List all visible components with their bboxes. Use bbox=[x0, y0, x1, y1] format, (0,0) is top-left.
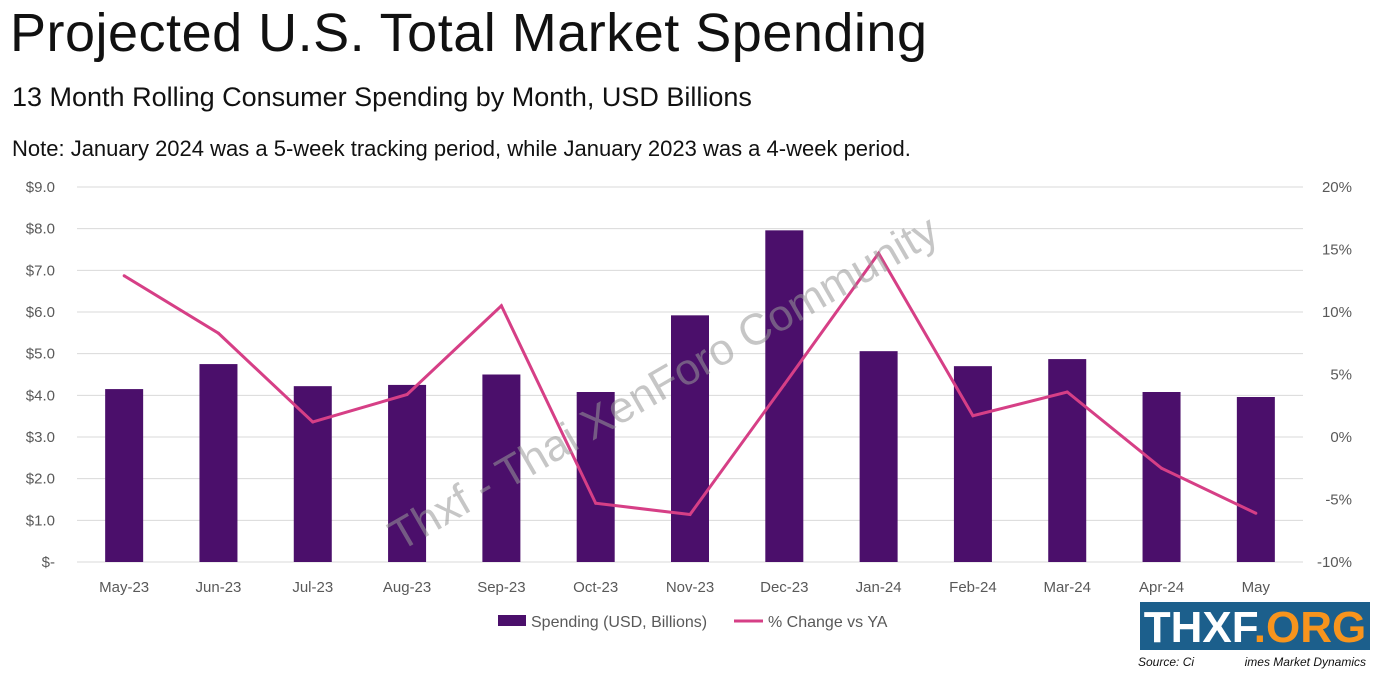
bar-Aug-23 bbox=[388, 384, 427, 562]
line-point-Mar-24 bbox=[1065, 390, 1069, 394]
chart-note: Note: January 2024 was a 5-week tracking… bbox=[12, 136, 911, 161]
x-axis-label: May-23 bbox=[99, 579, 149, 596]
line-point-Nov-23 bbox=[688, 513, 692, 516]
line-point-Apr-24 bbox=[1160, 466, 1164, 470]
x-axis-label: Jun-23 bbox=[196, 579, 242, 596]
legend-pct-change: % Change vs YA bbox=[768, 614, 888, 631]
source-text-right: imes Market Dynamics bbox=[1245, 655, 1366, 669]
x-axis-label: Mar-24 bbox=[1043, 579, 1091, 596]
left-axis-tick: $8.0 bbox=[26, 221, 55, 238]
bar-Sep-23 bbox=[482, 374, 521, 562]
x-axis-label: Apr-24 bbox=[1139, 579, 1184, 596]
chart-subtitle: 13 Month Rolling Consumer Spending by Mo… bbox=[12, 82, 752, 112]
x-axis-label: Oct-23 bbox=[573, 579, 618, 596]
left-axis-tick: $4.0 bbox=[26, 387, 55, 404]
legend-spending: Spending (USD, Billions) bbox=[531, 614, 707, 631]
line-point-Jun-23 bbox=[216, 331, 220, 335]
left-axis-tick: $6.0 bbox=[26, 304, 55, 321]
left-axis-tick: $1.0 bbox=[26, 512, 55, 529]
bar-Jul-23 bbox=[293, 386, 332, 562]
left-axis-tick: $2.0 bbox=[26, 471, 55, 488]
x-axis-label: Dec-23 bbox=[760, 579, 808, 596]
bar-Feb-24 bbox=[953, 366, 992, 562]
bar-Apr-24 bbox=[1142, 392, 1181, 562]
right-axis-tick: 5% bbox=[1330, 367, 1352, 384]
left-axis-tick: $9.0 bbox=[26, 179, 55, 196]
left-axis-tick: $5.0 bbox=[26, 346, 55, 363]
banner-left: THXF bbox=[1144, 603, 1258, 652]
right-axis-tick: 15% bbox=[1322, 242, 1352, 259]
line-point-Dec-23 bbox=[782, 383, 786, 386]
x-axis-label: Feb-24 bbox=[949, 579, 997, 596]
x-axis-label: Jan-24 bbox=[856, 579, 902, 596]
chart-title: Projected U.S. Total Market Spending bbox=[10, 3, 928, 63]
x-axis-label: May bbox=[1242, 579, 1271, 596]
x-axis-label: Nov-23 bbox=[666, 579, 714, 596]
bar-May-24 bbox=[1236, 397, 1275, 562]
thxf-banner: THXF.ORG bbox=[1140, 602, 1370, 652]
x-axis-label: Sep-23 bbox=[477, 579, 525, 596]
svg-text:THXF.ORG: THXF.ORG bbox=[1144, 603, 1366, 652]
legend-bar-swatch bbox=[498, 615, 526, 626]
bar-Nov-23 bbox=[671, 315, 709, 562]
right-axis-tick: 0% bbox=[1330, 429, 1352, 446]
line-point-Feb-24 bbox=[971, 414, 975, 418]
bar-May-23 bbox=[105, 389, 144, 562]
source-text-left: Source: Ci bbox=[1138, 655, 1194, 669]
right-axis-tick: 10% bbox=[1322, 304, 1352, 321]
bar-Jun-23 bbox=[199, 364, 238, 562]
right-axis-tick: 20% bbox=[1322, 179, 1352, 196]
line-point-May-23 bbox=[122, 274, 126, 278]
left-axis-tick: $- bbox=[42, 554, 55, 571]
bar-Jan-24 bbox=[859, 351, 898, 562]
bar-Dec-23 bbox=[765, 230, 804, 563]
right-axis-tick: -5% bbox=[1325, 492, 1352, 509]
banner-right: .ORG bbox=[1254, 603, 1366, 652]
x-axis-label: Jul-23 bbox=[292, 579, 333, 596]
left-axis-tick: $3.0 bbox=[26, 429, 55, 446]
legend: Spending (USD, Billions) % Change vs YA bbox=[498, 614, 888, 631]
line-point-Oct-23 bbox=[594, 501, 598, 505]
line-point-Jul-23 bbox=[311, 420, 315, 424]
line-point-Jan-24 bbox=[877, 251, 881, 255]
right-axis-tick: -10% bbox=[1317, 554, 1352, 571]
line-point-May-24 bbox=[1254, 511, 1258, 515]
line-point-Aug-23 bbox=[405, 393, 409, 396]
x-axis-label: Aug-23 bbox=[383, 579, 431, 596]
bar-Mar-24 bbox=[1048, 359, 1087, 562]
line-point-Sep-23 bbox=[499, 304, 503, 308]
left-axis-tick: $7.0 bbox=[26, 262, 55, 279]
